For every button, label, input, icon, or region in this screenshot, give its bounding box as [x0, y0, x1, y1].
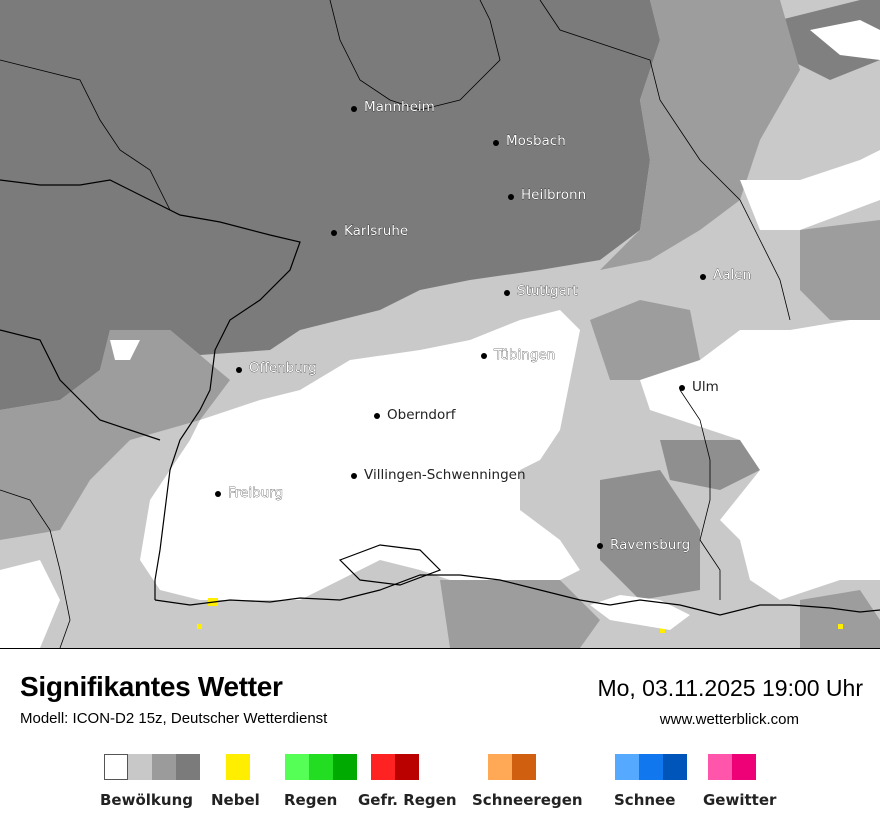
- clear-sky-area: [110, 340, 140, 360]
- city-label-offenburg: Offenburg: [249, 360, 317, 376]
- legend-swatch-group: [708, 754, 756, 782]
- legend-swatch-group: [226, 754, 250, 782]
- medium-cloud-area: [0, 330, 230, 540]
- legend-swatch: [285, 754, 309, 780]
- medium-cloud-area: [590, 300, 700, 380]
- legend-swatch: [152, 754, 176, 780]
- legend-swatch: [512, 754, 536, 780]
- city-dot: [679, 385, 685, 391]
- clear-sky-area: [640, 320, 880, 600]
- legend-swatch-group: [615, 754, 687, 782]
- city-label-villingen-schwenningen: Villingen-Schwenningen: [364, 467, 526, 483]
- legend-label: Bewölkung: [100, 791, 193, 809]
- legend-swatch: [732, 754, 756, 780]
- clear-sky-area: [810, 20, 880, 60]
- medium-cloud-area: [600, 0, 800, 270]
- fog-patch: [660, 628, 665, 633]
- legend-swatch-group: [488, 754, 536, 782]
- state-borders: [0, 0, 791, 648]
- city-dot: [351, 106, 357, 112]
- legend-swatch: [226, 754, 250, 780]
- legend-label: Regen: [284, 791, 338, 809]
- footer: Signifikantes Wetter Modell: ICON-D2 15z…: [0, 649, 880, 830]
- legend-label: Gefr. Regen: [358, 791, 457, 809]
- city-label-karlsruhe: Karlsruhe: [344, 223, 408, 239]
- chart-title: Signifikantes Wetter: [20, 671, 283, 702]
- city-dot: [215, 491, 221, 497]
- medium-cloud-area: [600, 470, 700, 600]
- model-info: Modell: ICON-D2 15z, Deutscher Wetterdie…: [20, 710, 328, 727]
- website-link[interactable]: www.wetterblick.com: [659, 711, 799, 728]
- legend-swatch: [104, 754, 128, 780]
- city-dot: [351, 473, 357, 479]
- map-canvas: Mannheim Mosbach Heilbronn Karlsruhe Stu…: [0, 0, 880, 648]
- legend-swatch: [663, 754, 687, 780]
- clear-sky-area: [740, 150, 880, 230]
- legend-swatch: [309, 754, 333, 780]
- legend-label: Nebel: [211, 791, 260, 809]
- weather-map: Mannheim Mosbach Heilbronn Karlsruhe Stu…: [0, 0, 880, 649]
- city-markers: [215, 106, 706, 549]
- forecast-datetime: Mo, 03.11.2025 19:00 Uhr: [597, 675, 863, 701]
- legend-swatch: [333, 754, 357, 780]
- legend-label: Gewitter: [703, 791, 777, 809]
- city-label-ravensburg: Ravensburg: [610, 537, 690, 553]
- legend-swatch-group: [371, 754, 419, 782]
- city-labels: Mannheim Mosbach Heilbronn Karlsruhe Stu…: [228, 99, 752, 554]
- city-label-ulm: Ulm: [692, 379, 719, 395]
- legend-swatch-group: [104, 754, 200, 782]
- city-dot: [493, 140, 499, 146]
- legend-swatch: [176, 754, 200, 780]
- city-dot: [508, 194, 514, 200]
- legend-swatch: [708, 754, 732, 780]
- legend-swatch: [395, 754, 419, 780]
- city-label-freiburg: Freiburg: [228, 485, 283, 501]
- city-label-stuttgart: Stuttgart: [517, 283, 578, 299]
- legend-label: Schneeregen: [472, 791, 583, 809]
- medium-cloud-area: [800, 220, 880, 320]
- medium-cloud-area: [800, 590, 880, 648]
- city-label-heilbronn: Heilbronn: [521, 187, 586, 203]
- legend-swatch: [639, 754, 663, 780]
- city-dot: [236, 367, 242, 373]
- clear-sky-area: [0, 560, 60, 648]
- medium-cloud-area: [440, 580, 600, 648]
- city-label-aalen: Aalen: [713, 267, 751, 283]
- city-label-oberndorf: Oberndorf: [387, 407, 457, 423]
- city-label-mannheim: Mannheim: [364, 99, 435, 115]
- city-dot: [700, 274, 706, 280]
- dense-cloud-area: [0, 0, 660, 410]
- city-dot: [331, 230, 337, 236]
- fog-patch: [197, 624, 202, 629]
- legend-swatch: [371, 754, 395, 780]
- city-dot: [481, 353, 487, 359]
- clear-sky-area: [140, 310, 580, 600]
- legend-swatch: [488, 754, 512, 780]
- city-dot: [374, 413, 380, 419]
- legend-swatch: [615, 754, 639, 780]
- legend-swatch-group: [285, 754, 357, 782]
- legend-swatch: [128, 754, 152, 780]
- city-label-mosbach: Mosbach: [506, 133, 566, 149]
- city-label-tuebingen: Tübingen: [493, 347, 555, 363]
- city-dot: [504, 290, 510, 296]
- city-dot: [597, 543, 603, 549]
- fog-patch: [838, 624, 843, 629]
- legend-label: Schnee: [614, 791, 676, 809]
- country-borders: [0, 179, 880, 616]
